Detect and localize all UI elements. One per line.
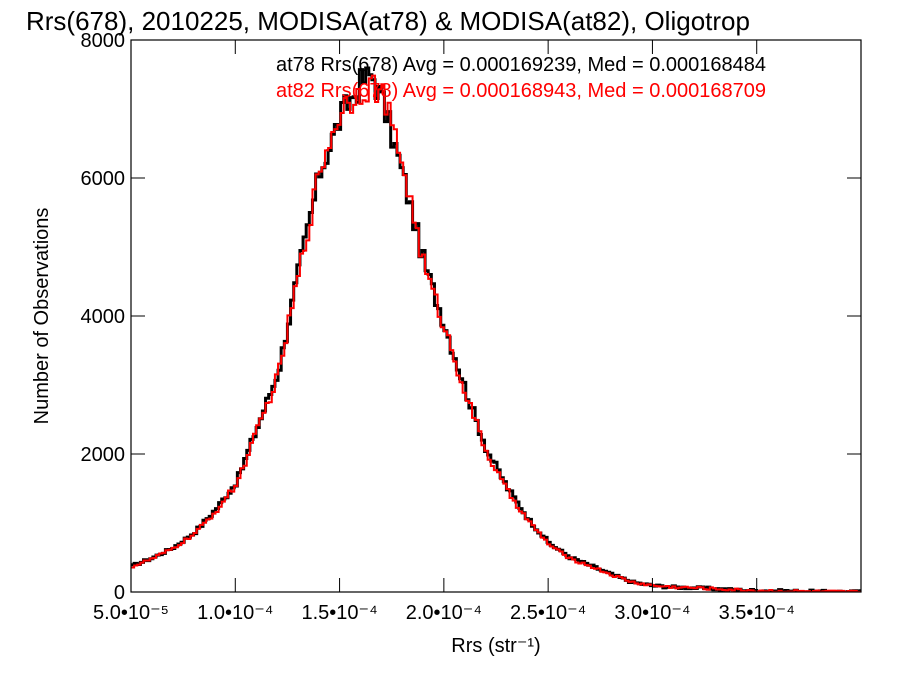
x-axis-label: Rrs (str⁻¹) <box>451 635 540 657</box>
legend-entry-at78: at78 Rrs(678) Avg = 0.000169239, Med = 0… <box>276 54 766 76</box>
x-tick-label-3: 2.0•10⁻⁴ <box>406 602 482 624</box>
legend-entry-at82: at82 Rrs(678) Avg = 0.000168943, Med = 0… <box>276 80 766 102</box>
chart-title: Rrs(678), 2010225, MODISA(at78) & MODISA… <box>26 6 750 36</box>
series-layer <box>131 66 861 592</box>
y-tick-label-3: 6000 <box>81 168 126 190</box>
series-at82-line <box>131 74 861 592</box>
y-tick-label-4: 8000 <box>81 30 126 52</box>
x-tick-label-0: 5.0•10⁻⁵ <box>93 602 169 624</box>
x-tick-label-6: 3.5•10⁻⁴ <box>719 602 795 624</box>
x-tick-label-5: 3.0•10⁻⁴ <box>614 602 690 624</box>
y-tick-label-1: 2000 <box>81 444 126 466</box>
y-axis: 0 2000 4000 6000 8000 <box>81 30 861 604</box>
y-tick-label-2: 4000 <box>81 306 126 328</box>
plot-frame <box>130 39 862 593</box>
series-at78-line <box>131 66 861 592</box>
x-tick-label-4: 2.5•10⁻⁴ <box>510 602 586 624</box>
x-tick-label-1: 1.0•10⁻⁴ <box>197 602 273 624</box>
x-axis: 5.0•10⁻⁵ 1.0•10⁻⁴ 1.5•10⁻⁴ 2.0•10⁻⁴ 2.5•10⁻⁴… <box>93 40 795 624</box>
y-tick-label-0: 0 <box>114 582 125 604</box>
x-tick-label-2: 1.5•10⁻⁴ <box>301 602 377 624</box>
y-axis-label: Number of Observations <box>31 208 53 425</box>
